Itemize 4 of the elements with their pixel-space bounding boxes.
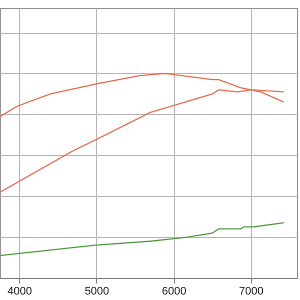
x-tick-label: 5000: [84, 286, 110, 298]
x-tick-label: 6000: [162, 286, 186, 298]
x-tick-label: 4000: [8, 286, 32, 298]
x-tick-label: 7000: [238, 286, 264, 298]
